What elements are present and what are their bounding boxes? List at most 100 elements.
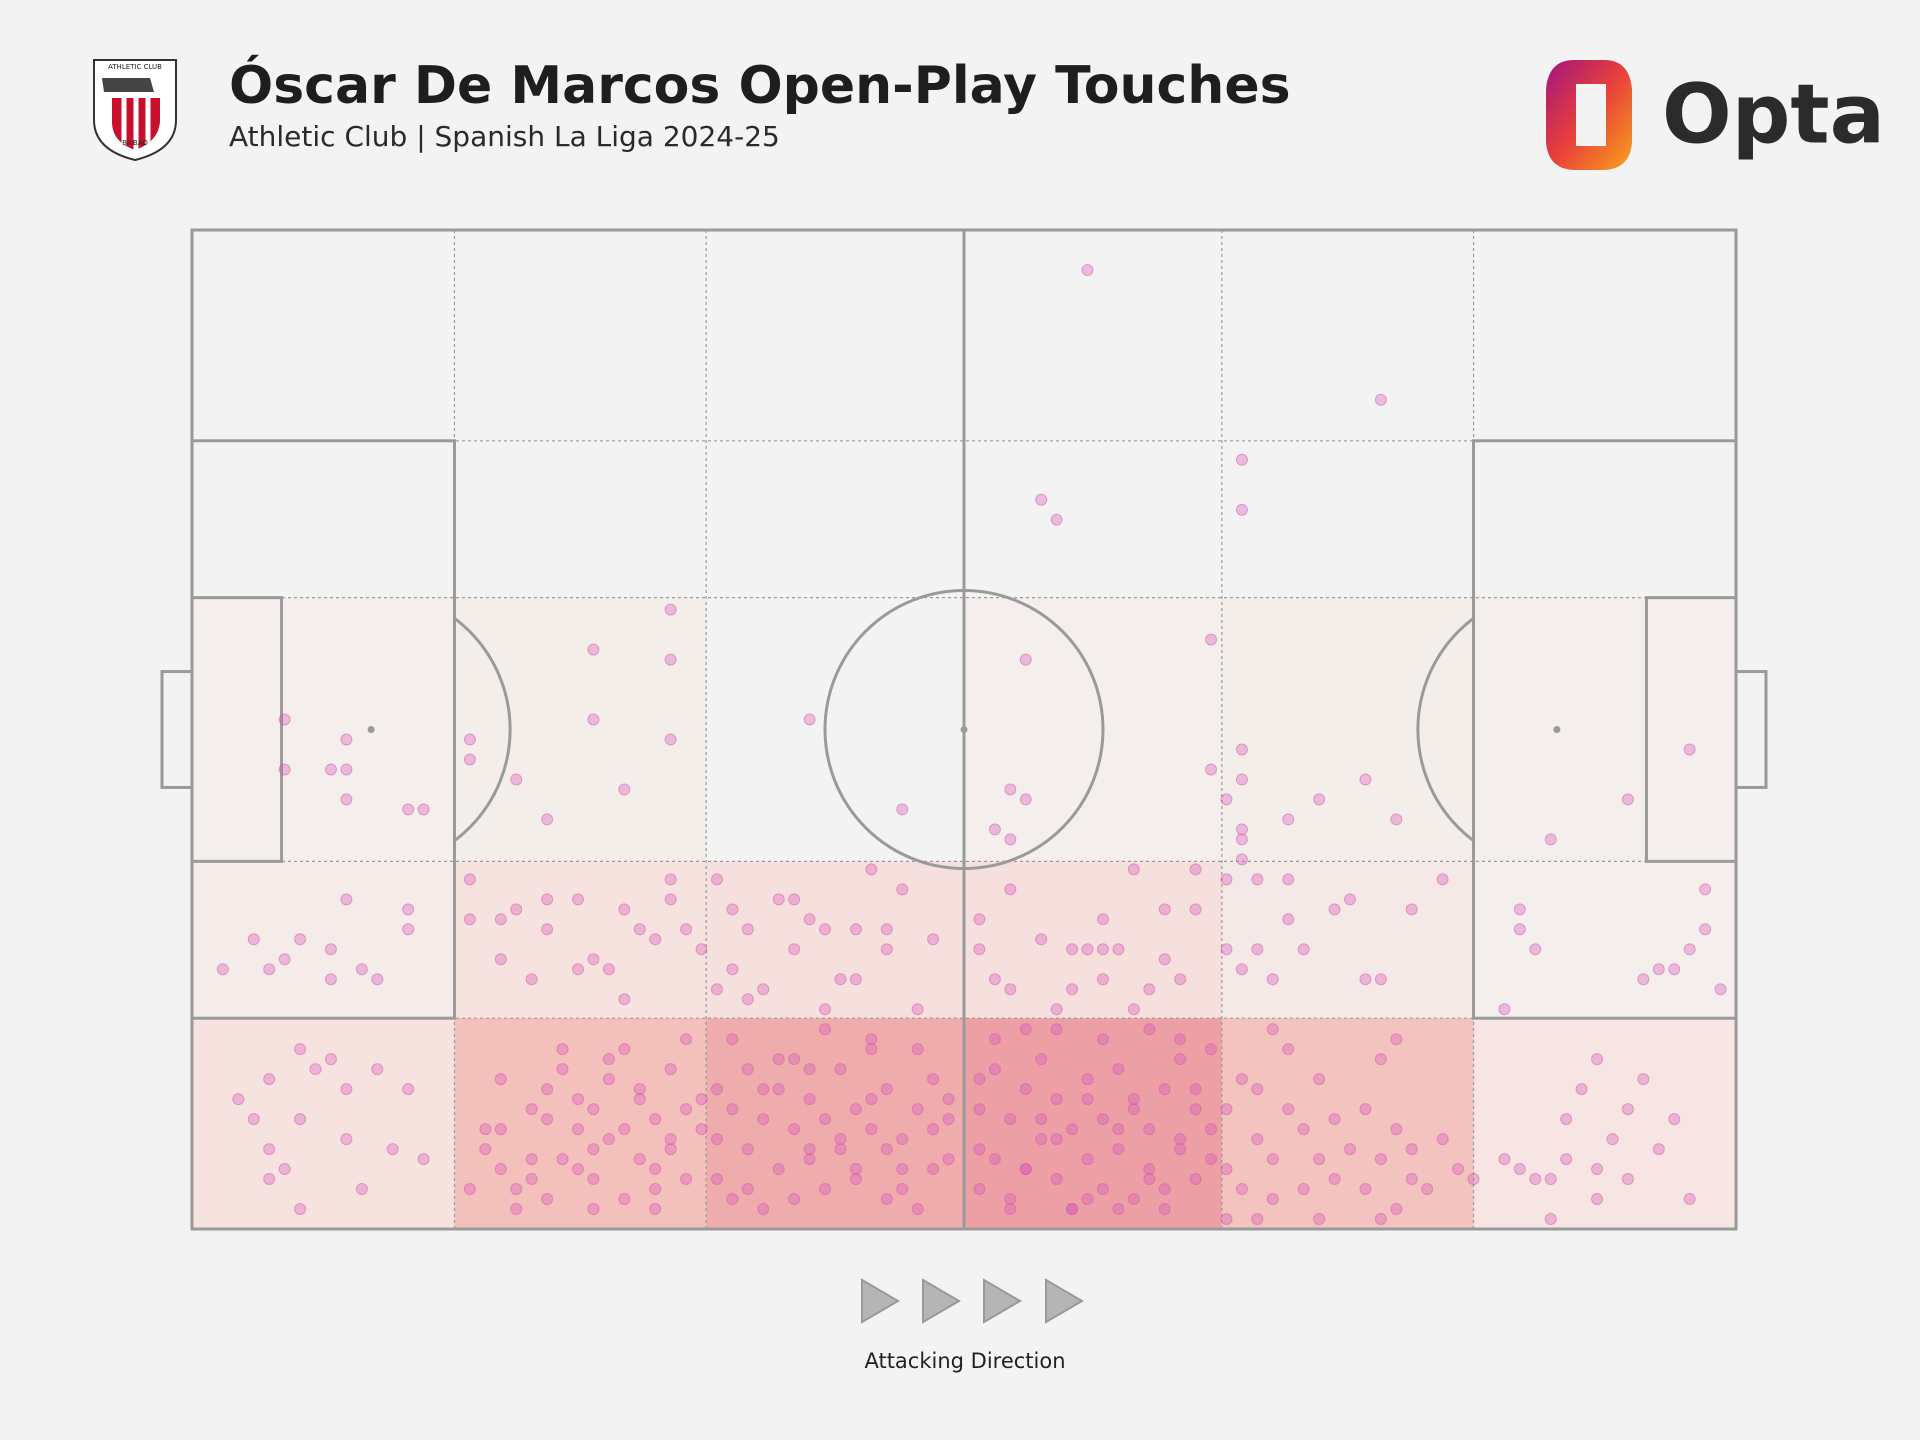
touch-dot [772, 1083, 785, 1096]
touch-dot [618, 1043, 631, 1056]
touch-dot [741, 993, 754, 1006]
touch-dot [896, 1183, 909, 1196]
touch-dot [1297, 1183, 1310, 1196]
touch-dot [355, 1183, 368, 1196]
touch-dot [510, 1203, 523, 1216]
touch-dot [1019, 793, 1032, 806]
touch-dot [340, 1133, 353, 1146]
touch-dot [896, 1163, 909, 1176]
penalty-spot [1553, 726, 1561, 733]
touch-dot [1112, 1143, 1125, 1156]
touch-dot [1359, 1103, 1372, 1116]
touch-dot [1668, 1113, 1681, 1126]
touch-dot [896, 883, 909, 896]
brand-logo: Opta [1546, 60, 1885, 170]
touch-dot [1359, 773, 1372, 786]
touch-dot [788, 1053, 801, 1066]
touch-dot [1251, 1083, 1264, 1096]
touch-dot [1127, 1193, 1140, 1206]
touch-dot [618, 1123, 631, 1136]
touch-dot [819, 1183, 832, 1196]
touch-dot [1174, 1053, 1187, 1066]
touch-dot [1066, 1203, 1079, 1216]
touch-dot [510, 1183, 523, 1196]
touch-dot [1050, 1023, 1063, 1036]
touch-dot [834, 1133, 847, 1146]
zone [454, 861, 707, 1019]
touch-dot [1235, 823, 1248, 836]
touch-dot [911, 1003, 924, 1016]
touch-dot [1436, 873, 1449, 886]
touch-dot [618, 783, 631, 796]
touch-dot [803, 1143, 816, 1156]
touch-dot [602, 1133, 615, 1146]
touch-dot [1683, 743, 1696, 756]
touch-dot [541, 1113, 554, 1126]
touch-dot [1282, 1103, 1295, 1116]
touch-dot [402, 923, 415, 936]
touch-dot [649, 1183, 662, 1196]
touch-dot [1081, 1073, 1094, 1086]
touch-dot [1251, 1213, 1264, 1226]
touch-dot [680, 1173, 693, 1186]
touch-dot [1096, 1113, 1109, 1126]
touch-dot [247, 1113, 260, 1126]
touch-dot [1112, 1203, 1125, 1216]
touch-dot [1359, 1183, 1372, 1196]
touch-dot [1282, 913, 1295, 926]
touch-dot [1251, 1133, 1264, 1146]
touch-dot [216, 963, 229, 976]
touch-dot [1035, 1113, 1048, 1126]
touch-dot [602, 963, 615, 976]
touch-dot [633, 1093, 646, 1106]
touch-dot [463, 873, 476, 886]
touch-dot [1498, 1003, 1511, 1016]
touch-dot [1235, 963, 1248, 976]
touch-dot [927, 933, 940, 946]
touch-dot [510, 773, 523, 786]
touch-dot [1513, 1163, 1526, 1176]
touch-dot [649, 1163, 662, 1176]
touch-dot [680, 1033, 693, 1046]
touch-dot [1390, 1033, 1403, 1046]
touch-dot [849, 1173, 862, 1186]
touch-dot [726, 963, 739, 976]
touch-dot [1683, 943, 1696, 956]
zone [192, 597, 455, 862]
touch-dot [1174, 1033, 1187, 1046]
touch-dot [927, 1073, 940, 1086]
touch-dot [1189, 1083, 1202, 1096]
touch-dot [1143, 1163, 1156, 1176]
zone [192, 1018, 455, 1229]
touch-dot [417, 803, 430, 816]
touch-dot [927, 1123, 940, 1136]
touch-dot [1035, 1053, 1048, 1066]
touch-dot [510, 903, 523, 916]
touch-dot [340, 733, 353, 746]
touch-dot [278, 953, 291, 966]
touch-dot [803, 713, 816, 726]
zone [706, 861, 964, 1019]
touch-dot [278, 1163, 291, 1176]
brand-name: Opta [1662, 67, 1885, 162]
touch-dot [1575, 1083, 1588, 1096]
touch-dot [1205, 1153, 1218, 1166]
touch-dot [1096, 1183, 1109, 1196]
touch-dot [1004, 883, 1017, 896]
touch-dot [294, 1043, 307, 1056]
annotation: Attacking Direction [864, 1349, 1065, 1373]
touch-dot [649, 1113, 662, 1126]
touch-dot [1374, 1053, 1387, 1066]
touch-dot [1405, 1143, 1418, 1156]
touch-dot [494, 1163, 507, 1176]
touch-dot [1004, 1203, 1017, 1216]
touches [216, 263, 1727, 1226]
touch-dot [896, 803, 909, 816]
touch-dot [911, 1203, 924, 1216]
touch-dot [664, 893, 677, 906]
touch-dot [1405, 903, 1418, 916]
touch-dot [803, 1153, 816, 1166]
touch-dot [1374, 393, 1387, 406]
touch-dot [942, 1113, 955, 1126]
touch-dot [541, 813, 554, 826]
